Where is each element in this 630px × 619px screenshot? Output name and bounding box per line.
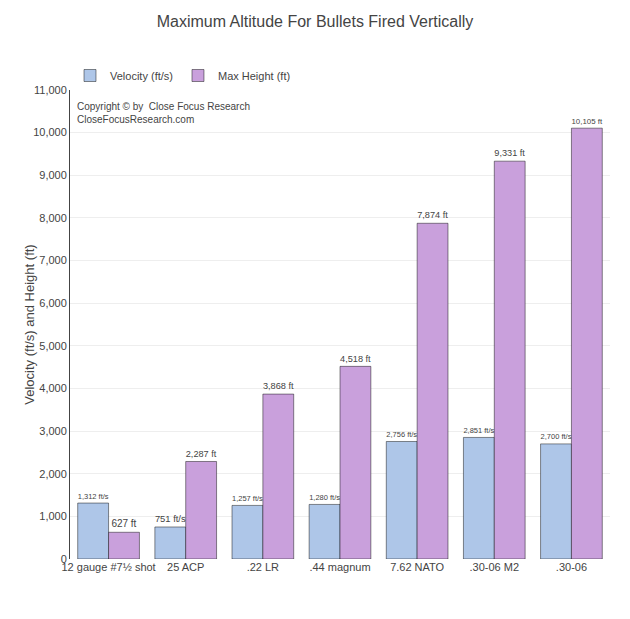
- svg-text:3,868 ft: 3,868 ft: [263, 381, 294, 391]
- svg-text:10,105 ft: 10,105 ft: [571, 117, 602, 126]
- svg-text:Copyright © by Close Focus Re: Copyright © by Close Focus ResearchClose…: [77, 101, 250, 125]
- svg-text:Velocity (ft/s) and Height (ft: Velocity (ft/s) and Height (ft): [22, 244, 37, 404]
- svg-text:2,000: 2,000: [39, 468, 67, 480]
- svg-text:12 gauge #7½ shot: 12 gauge #7½ shot: [61, 561, 155, 573]
- svg-text:4,000: 4,000: [39, 382, 67, 394]
- svg-text:Max Height (ft): Max Height (ft): [218, 70, 290, 82]
- svg-text:7.62 NATO: 7.62 NATO: [390, 561, 444, 573]
- svg-text:5,000: 5,000: [39, 340, 67, 352]
- svg-text:627 ft: 627 ft: [111, 518, 136, 529]
- svg-text:Maximum Altitude For Bullets F: Maximum Altitude For Bullets Fired Verti…: [157, 13, 474, 30]
- svg-text:8,000: 8,000: [39, 212, 67, 224]
- svg-text:.22 LR: .22 LR: [247, 561, 279, 573]
- svg-text:2,756 ft/s: 2,756 ft/s: [386, 430, 417, 439]
- svg-text:1,280 ft/s: 1,280 ft/s: [309, 493, 340, 502]
- svg-text:3,000: 3,000: [39, 425, 67, 437]
- svg-text:10,000: 10,000: [33, 126, 67, 138]
- svg-text:11,000: 11,000: [34, 84, 67, 96]
- svg-text:.30-06 M2: .30-06 M2: [470, 561, 520, 573]
- svg-text:9,331 ft: 9,331 ft: [494, 148, 525, 158]
- svg-text:7,000: 7,000: [39, 254, 67, 266]
- svg-text:1,257 ft/s: 1,257 ft/s: [232, 494, 263, 503]
- svg-text:2,851 ft/s: 2,851 ft/s: [463, 426, 494, 435]
- svg-text:.30-06: .30-06: [556, 561, 587, 573]
- svg-text:7,874 ft: 7,874 ft: [417, 210, 448, 220]
- svg-text:Velocity (ft/s): Velocity (ft/s): [110, 70, 173, 82]
- svg-text:9,000: 9,000: [39, 169, 67, 181]
- svg-text:.44 magnum: .44 magnum: [309, 561, 370, 573]
- svg-text:25 ACP: 25 ACP: [167, 561, 204, 573]
- svg-text:751 ft/s: 751 ft/s: [155, 513, 186, 524]
- svg-text:1,312 ft/s: 1,312 ft/s: [78, 492, 109, 501]
- svg-text:2,287 ft: 2,287 ft: [186, 449, 217, 459]
- svg-text:2,700 ft/s: 2,700 ft/s: [541, 432, 572, 441]
- svg-text:0: 0: [61, 553, 67, 565]
- svg-text:6,000: 6,000: [39, 297, 67, 309]
- svg-text:4,518 ft: 4,518 ft: [340, 354, 371, 364]
- svg-text:1,000: 1,000: [39, 510, 67, 522]
